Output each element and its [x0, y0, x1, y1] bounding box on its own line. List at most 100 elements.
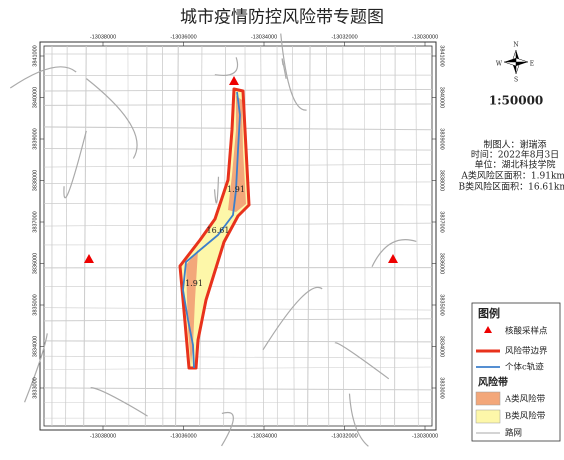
trajectory [182, 91, 241, 369]
road [307, 45, 311, 427]
road [334, 342, 390, 380]
info-line: B类风险区面积：16.61km² [459, 181, 564, 193]
y-tick-label: 3841000 [439, 45, 445, 66]
y-tick-label: 3834000 [439, 336, 445, 357]
x-tick-label: -13036000 [170, 34, 196, 40]
y-tick-label: 3833000 [32, 377, 38, 398]
road [63, 130, 87, 199]
x-tick-label: -13038000 [90, 433, 116, 439]
road [280, 33, 307, 111]
x-tick-label: -13036000 [170, 433, 196, 439]
north-arrow: N S E W [496, 42, 534, 84]
road [105, 45, 107, 427]
road [371, 239, 417, 267]
y-tick-label: 3839000 [439, 128, 445, 149]
x-tick-label: -13030000 [412, 433, 438, 439]
road [394, 45, 396, 427]
sampling-point [229, 76, 239, 85]
x-tick-label: -13034000 [251, 433, 277, 439]
road [9, 66, 77, 89]
legend-item: B类风险带 [505, 411, 546, 422]
y-tick-label: 3837000 [439, 211, 445, 232]
legend-item: 核酸采样点 [505, 326, 548, 337]
road [43, 340, 433, 343]
legend-symbol [475, 409, 501, 424]
y-tick-label: 3834000 [32, 336, 38, 357]
road [260, 45, 265, 427]
y-tick-label: 3840000 [439, 87, 445, 108]
info-line: A类风险区面积：1.91km² [460, 170, 564, 182]
road-network [9, 33, 433, 447]
road [144, 45, 148, 427]
south-label: S [514, 77, 518, 84]
x-tick-label: -13038000 [90, 34, 116, 40]
risk-boundary [178, 87, 251, 370]
road [292, 45, 295, 427]
map-label: 1.91 [185, 279, 203, 288]
road [281, 58, 287, 79]
road [342, 45, 344, 427]
legend-item: 风险带边界 [505, 346, 548, 357]
y-tick-label: 3835000 [32, 294, 38, 315]
legend-item: A类风险带 [504, 394, 546, 405]
road [127, 45, 130, 427]
x-tick-label: -13034000 [251, 34, 277, 40]
map-label: 1.91 [227, 185, 245, 194]
frame-ticks: -13038000 -13038000 -13036000 -13036000 -130… [32, 34, 444, 439]
legend-item: 个体c轨迹 [505, 362, 544, 373]
road [221, 411, 234, 447]
zone-a [186, 250, 198, 365]
y-tick-label: 3840000 [32, 87, 38, 108]
x-tick-label: -13030000 [412, 34, 438, 40]
legend-item: 路网 [505, 428, 522, 439]
y-tick-label: 3841000 [32, 45, 38, 66]
legend: 图例 核酸采样点 风险带边界 个体c轨迹 风险带 A类风险带 B类风险带 路网 [471, 302, 561, 442]
road [213, 176, 220, 204]
road [348, 393, 369, 447]
road [199, 45, 203, 427]
legend-subtitle: 风险带 [478, 376, 508, 389]
legend-symbol [475, 391, 501, 406]
road [43, 318, 433, 322]
info-line: 时间：2022年8月3日 [471, 149, 559, 161]
road [175, 45, 179, 427]
north-label: N [513, 42, 518, 49]
road [86, 78, 138, 159]
road [90, 387, 148, 417]
y-tick-label: 3835000 [439, 294, 445, 315]
road [326, 45, 330, 427]
zone-b [180, 89, 249, 368]
road [43, 307, 433, 311]
sampling-point [388, 254, 398, 263]
info-line: 单位：湖北科技学院 [474, 159, 555, 171]
y-tick-label: 3838000 [439, 170, 445, 191]
x-tick-label: -13032000 [331, 433, 357, 439]
legend-symbol [484, 326, 492, 333]
road [83, 45, 87, 427]
y-tick-label: 3836000 [439, 253, 445, 274]
road [415, 45, 419, 427]
west-label: W [496, 61, 503, 68]
road [43, 366, 433, 370]
road [43, 222, 433, 227]
x-tick-label: -13032000 [331, 34, 357, 40]
info-line: 制图人：谢瑞添 [483, 139, 546, 151]
y-tick-label: 3839000 [32, 128, 38, 149]
road [43, 387, 433, 391]
road [262, 286, 323, 351]
y-tick-label: 3837000 [32, 211, 38, 232]
map-title: 城市疫情防控风险带专题图 [180, 8, 384, 28]
legend-title: 图例 [478, 306, 500, 320]
road [24, 333, 48, 403]
road [364, 45, 366, 427]
scale: 1:50000 [489, 94, 544, 108]
east-label: E [530, 61, 534, 68]
map-label: 16.61 [207, 226, 230, 235]
y-tick-label: 3833000 [439, 377, 445, 398]
sampling-point [84, 254, 94, 263]
road [214, 57, 239, 76]
road [43, 355, 433, 359]
y-tick-label: 3836000 [32, 253, 38, 274]
